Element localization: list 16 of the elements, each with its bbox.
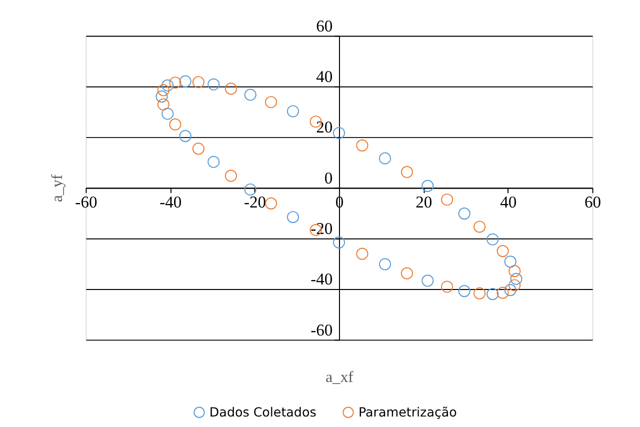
x-tick-label: 20 [416, 192, 432, 212]
y-tick-label: 0 [324, 168, 333, 188]
y-tick-label: -60 [310, 320, 333, 340]
legend-label: Dados Coletados [209, 404, 316, 420]
x-tick-label: -60 [75, 192, 98, 212]
y-tick-label: 60 [316, 16, 333, 36]
x-axis-title: a_xf [326, 369, 354, 386]
y-tick-label: 20 [316, 118, 333, 137]
x-tick-label: 60 [584, 192, 602, 212]
x-tick-label: 40 [500, 192, 517, 212]
y-axis-title: a_yf [48, 174, 66, 202]
y-tick-label: -40 [310, 270, 333, 289]
x-tick-label: -20 [244, 192, 266, 212]
x-tick-label: -40 [160, 192, 182, 212]
y-tick-label: 40 [316, 67, 333, 86]
legend-label: Parametrização [358, 404, 458, 420]
